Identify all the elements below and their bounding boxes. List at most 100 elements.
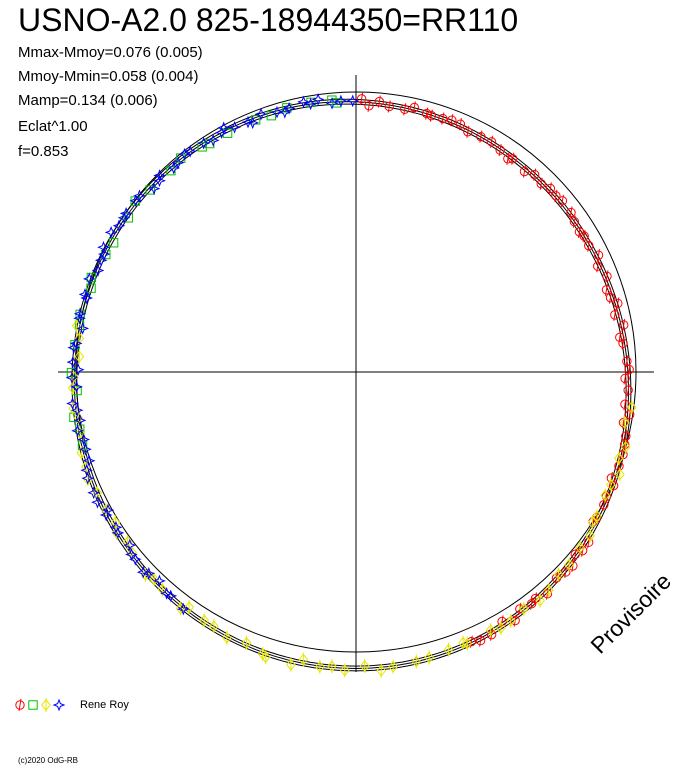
data-point-square <box>332 98 342 108</box>
data-point-star <box>109 520 123 534</box>
data-point-diamond <box>339 663 350 678</box>
data-point-circle <box>566 206 576 219</box>
data-point-star <box>78 288 92 301</box>
data-point-star <box>82 454 96 468</box>
data-point-circle <box>503 152 513 165</box>
data-point-circle <box>409 101 420 114</box>
data-point-diamond <box>443 642 454 657</box>
fit-curve-mean <box>73 101 629 670</box>
data-point-circle <box>508 152 518 165</box>
data-point-star <box>111 526 125 540</box>
data-point-diamond <box>543 583 554 598</box>
data-point-circle <box>476 130 486 143</box>
data-point-star <box>142 567 156 580</box>
data-point-star <box>71 363 85 376</box>
data-point-star <box>133 189 146 203</box>
data-point-star <box>246 116 260 130</box>
data-point-circle <box>593 249 604 262</box>
data-point-diamond <box>411 654 422 669</box>
data-point-star <box>82 272 96 286</box>
data-point-circle <box>620 398 630 411</box>
data-point-star <box>70 403 84 417</box>
data-points <box>65 92 637 678</box>
data-point-diamond <box>600 488 611 503</box>
data-point-diamond <box>75 426 85 441</box>
data-point-circle <box>608 479 619 492</box>
data-point-circle <box>624 363 634 376</box>
data-point-star <box>87 486 101 500</box>
data-point-square <box>123 213 133 223</box>
data-point-star <box>123 538 137 552</box>
data-point-star <box>217 121 231 135</box>
data-point-circle <box>569 215 580 228</box>
fitted-curves <box>71 91 637 672</box>
data-point-diamond <box>620 440 631 455</box>
data-point-circle <box>557 194 568 207</box>
data-point-circle <box>356 92 367 105</box>
data-point-diamond <box>585 528 595 543</box>
data-point-circle <box>475 634 486 647</box>
data-point-diamond <box>327 659 337 674</box>
data-point-diamond <box>286 657 296 672</box>
data-point-circle <box>384 100 394 113</box>
axes <box>58 75 654 672</box>
data-point-diamond <box>496 620 506 635</box>
data-point-circle <box>426 109 437 122</box>
data-point-diamond <box>209 619 219 634</box>
data-point-circle <box>619 318 629 332</box>
data-point-star <box>91 264 105 277</box>
data-point-circle <box>519 165 530 178</box>
data-point-star <box>147 182 161 195</box>
data-point-star <box>282 101 296 115</box>
data-point-star <box>76 322 90 335</box>
data-point-circle <box>579 229 589 243</box>
data-point-star <box>270 105 284 119</box>
data-point-diamond <box>221 630 232 645</box>
data-point-diamond <box>110 515 121 530</box>
data-point-diamond <box>458 635 468 650</box>
data-point-circle <box>421 107 432 120</box>
chart-title: USNO-A2.0 825-18944350=RR110 <box>18 2 519 38</box>
data-point-star <box>104 226 118 239</box>
data-point-diamond <box>424 650 434 665</box>
data-point-circle <box>486 135 497 148</box>
data-point-circle <box>610 308 620 321</box>
data-point-circle <box>623 384 633 397</box>
data-point-circle <box>545 182 556 195</box>
data-point-diamond <box>462 636 473 651</box>
data-point-circle <box>529 168 540 181</box>
data-point-circle <box>400 103 410 116</box>
data-point-circle <box>613 297 623 310</box>
data-point-star <box>278 105 292 119</box>
legend-marker-star <box>52 698 66 712</box>
data-point-star <box>77 433 91 446</box>
data-point-diamond <box>615 467 625 482</box>
data-point-star <box>91 495 104 509</box>
data-point-star <box>119 207 133 220</box>
data-point-star <box>334 94 348 108</box>
data-point-star <box>171 156 185 170</box>
data-point-star <box>73 414 87 427</box>
data-point-diamond <box>298 652 309 667</box>
stat-mmax-mmoy: Mmax-Mmoy=0.076 (0.005) <box>18 44 203 61</box>
data-point-star <box>80 463 94 477</box>
data-point-diamond <box>67 380 78 395</box>
data-point-diamond <box>553 567 564 582</box>
data-point-star <box>297 95 310 109</box>
data-point-star <box>81 471 95 485</box>
data-point-star <box>311 93 325 106</box>
data-point-star <box>71 424 84 438</box>
data-point-diamond <box>505 613 516 628</box>
data-point-diamond <box>257 647 268 662</box>
data-point-star <box>136 565 150 579</box>
data-point-circle <box>601 283 612 296</box>
data-point-circle <box>561 565 571 579</box>
data-point-star <box>97 240 110 254</box>
data-point-square <box>327 95 337 105</box>
data-point-diamond <box>315 659 325 674</box>
data-point-diamond <box>241 635 252 650</box>
data-point-square <box>101 249 111 260</box>
data-point-diamond <box>606 477 616 492</box>
data-point-star <box>254 107 268 121</box>
data-point-star <box>94 253 108 267</box>
